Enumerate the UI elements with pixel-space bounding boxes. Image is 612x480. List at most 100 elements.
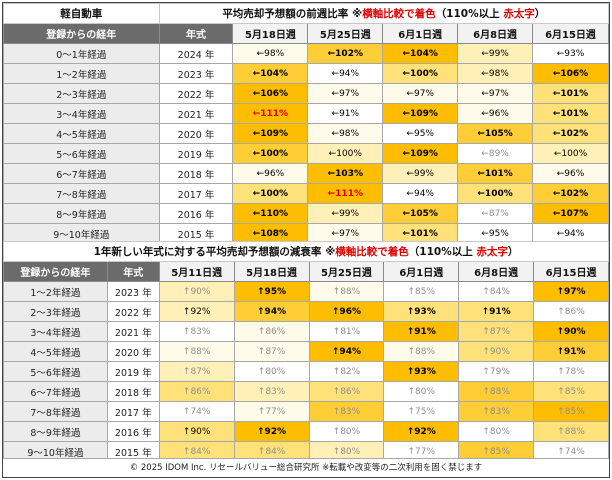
- row-model-year: 2020 年: [158, 123, 234, 144]
- yearly-decay-table: 1年新しい年式に対する平均売却予想額の減衰率 ※横軸比較で着色（110%以上 赤…: [3, 241, 609, 462]
- ratio-cell: ↑87%: [233, 341, 310, 362]
- row-model-year: 2017 年: [106, 401, 160, 422]
- ratio-cell: ←107%: [532, 203, 609, 224]
- ratio-cell: ↑85%: [533, 401, 609, 422]
- table1-title: 平均売却予想額の前週比率 ※横軸比較で着色（110%以上 赤太字）: [158, 3, 610, 24]
- ratio-cell: ←98%: [232, 43, 309, 64]
- ratio-cell: ↑83%: [158, 321, 235, 342]
- ratio-cell: ↑97%: [533, 281, 609, 302]
- row-elapsed-label: 9～10年経過: [3, 441, 108, 462]
- ratio-cell: ←97%: [457, 83, 534, 104]
- table2-title-note-red2: 赤太字: [476, 246, 508, 258]
- column-header-week: 5月18日週: [232, 23, 309, 44]
- ratio-cell: ↑78%: [533, 361, 609, 382]
- ratio-cell: ←98%: [457, 63, 534, 84]
- row-elapsed-label: 5～6年経過: [3, 143, 160, 164]
- weekly-ratio-table: 軽自動車 平均売却予想額の前週比率 ※横軸比較で着色（110%以上 赤太字） 登…: [3, 3, 610, 244]
- row-model-year: 2018 年: [158, 163, 234, 184]
- ratio-cell: ←89%: [457, 143, 534, 164]
- ratio-cell: ↑92%: [158, 301, 235, 322]
- row-elapsed-label: 3～4年経過: [3, 103, 160, 124]
- ratio-cell: ↑80%: [458, 421, 535, 442]
- table2-title-note-mid: （110%以上: [408, 246, 477, 258]
- column-header-week: 5月25日週: [307, 23, 384, 44]
- ratio-cell: ↑85%: [533, 381, 609, 402]
- ratio-cell: ↑88%: [533, 421, 609, 442]
- ratio-cell: ↑92%: [233, 421, 310, 442]
- ratio-cell: ↑80%: [233, 361, 310, 382]
- row-elapsed-label: 1～2年経過: [3, 281, 108, 302]
- ratio-cell: ↑83%: [233, 381, 310, 402]
- ratio-cell: ↑82%: [308, 361, 385, 382]
- column-header-week: 6月8日週: [458, 261, 535, 282]
- ratio-cell: ↑86%: [233, 321, 310, 342]
- ratio-cell: ↑94%: [233, 301, 310, 322]
- row-elapsed-label: 4～5年経過: [3, 341, 108, 362]
- ratio-cell: ←98%: [307, 123, 384, 144]
- column-header-elapsed: 登録からの経年: [3, 261, 108, 282]
- ratio-cell: ↑93%: [383, 301, 460, 322]
- ratio-cell: ↑91%: [458, 301, 535, 322]
- ratio-cell: ←95%: [457, 223, 534, 244]
- ratio-cell: ←99%: [457, 43, 534, 64]
- ratio-cell: ←106%: [232, 83, 309, 104]
- ratio-cell: ←100%: [382, 63, 459, 84]
- ratio-cell: ←105%: [382, 203, 459, 224]
- ratio-cell: ←104%: [382, 43, 459, 64]
- row-model-year: 2023 年: [106, 281, 160, 302]
- table1-title-main: 平均売却予想額の前週比率: [222, 8, 349, 20]
- ratio-cell: ←105%: [457, 123, 534, 144]
- row-elapsed-label: 5～6年経過: [3, 361, 108, 382]
- table2-title: 1年新しい年式に対する平均売却予想額の減衰率 ※横軸比較で着色（110%以上 赤…: [3, 241, 609, 262]
- ratio-cell: ←109%: [382, 143, 459, 164]
- ratio-cell: ←109%: [382, 103, 459, 124]
- table-row: 3～4年経過 2021 年 ←111% ←91% ←109% ←96% ←101%: [3, 103, 609, 124]
- table1-title-note-end: ）: [534, 8, 546, 20]
- ratio-cell: ←94%: [532, 223, 609, 244]
- ratio-cell: ↑93%: [383, 361, 460, 382]
- row-elapsed-label: 1～2年経過: [3, 63, 160, 84]
- row-elapsed-label: 0～1年経過: [3, 43, 160, 64]
- ratio-cell: ↑95%: [233, 281, 310, 302]
- ratio-cell: ↑77%: [383, 441, 460, 462]
- table-row: 7～8年経過 2017 年 ↑74% ↑77% ↑83% ↑75% ↑83% ↑85%: [3, 401, 609, 422]
- ratio-cell: ←102%: [532, 183, 609, 204]
- row-model-year: 2018 年: [106, 381, 160, 402]
- table-row: 6～7年経過 2018 年 ↑86% ↑83% ↑86% ↑80% ↑88% ↑85%: [3, 381, 609, 402]
- ratio-cell: ↑74%: [158, 401, 235, 422]
- ratio-cell: ←99%: [382, 163, 459, 184]
- row-model-year: 2016 年: [106, 421, 160, 442]
- table-row: 8～9年経過 2016 年 ←110% ←99% ←105% ←87% ←107%: [3, 203, 609, 224]
- ratio-cell: ←100%: [307, 143, 384, 164]
- ratio-cell: ↑90%: [158, 421, 235, 442]
- table-row: 6～7年経過 2018 年 ←96% ←103% ←99% ←101% ←96%: [3, 163, 609, 184]
- ratio-cell: ↑88%: [458, 381, 535, 402]
- table1-title-note-mid: （110%以上: [435, 8, 504, 20]
- column-header-week: 6月1日週: [382, 23, 459, 44]
- ratio-cell: ←94%: [307, 63, 384, 84]
- ratio-cell: ←100%: [232, 143, 309, 164]
- table-row: 5～6年経過 2019 年 ↑87% ↑80% ↑82% ↑93% ↑79% ↑78%: [3, 361, 609, 382]
- ratio-cell: ←104%: [232, 63, 309, 84]
- ratio-cell: ←101%: [532, 103, 609, 124]
- table1-header-row: 登録からの経年 年式 5月18日週 5月25日週 6月1日週 6月8日週 6月15日週: [3, 23, 609, 44]
- ratio-cell: ←91%: [307, 103, 384, 124]
- row-elapsed-label: 7～8年経過: [3, 183, 160, 204]
- ratio-cell: ←100%: [532, 143, 609, 164]
- ratio-cell: ↑96%: [308, 301, 385, 322]
- row-model-year: 2023 年: [158, 63, 234, 84]
- ratio-cell: ↑91%: [383, 321, 460, 342]
- ratio-cell: ←100%: [232, 183, 309, 204]
- table1-title-note-prefix: ※: [351, 8, 363, 20]
- ratio-cell: ←102%: [307, 43, 384, 64]
- ratio-cell: ←97%: [382, 83, 459, 104]
- row-elapsed-label: 4～5年経過: [3, 123, 160, 144]
- table2-header-row: 登録からの経年 年式 5月11日週 5月18日週 5月25日週 6月1日週 6月8日週 6…: [3, 261, 609, 282]
- ratio-cell: ↑75%: [383, 401, 460, 422]
- table-row: 4～5年経過 2020 年 ↑88% ↑87% ↑94% ↑88% ↑90% ↑91%: [3, 341, 609, 362]
- ratio-cell: ↑88%: [158, 341, 235, 362]
- copyright-footer: © 2025 IDOM Inc. リセールバリュー総合研究所 ※転載や改変等の二…: [3, 458, 609, 477]
- table-row: 8～9年経過 2016 年 ↑90% ↑92% ↑80% ↑92% ↑80% ↑88%: [3, 421, 609, 442]
- ratio-cell: ←93%: [532, 43, 609, 64]
- ratio-cell: ↑90%: [158, 281, 235, 302]
